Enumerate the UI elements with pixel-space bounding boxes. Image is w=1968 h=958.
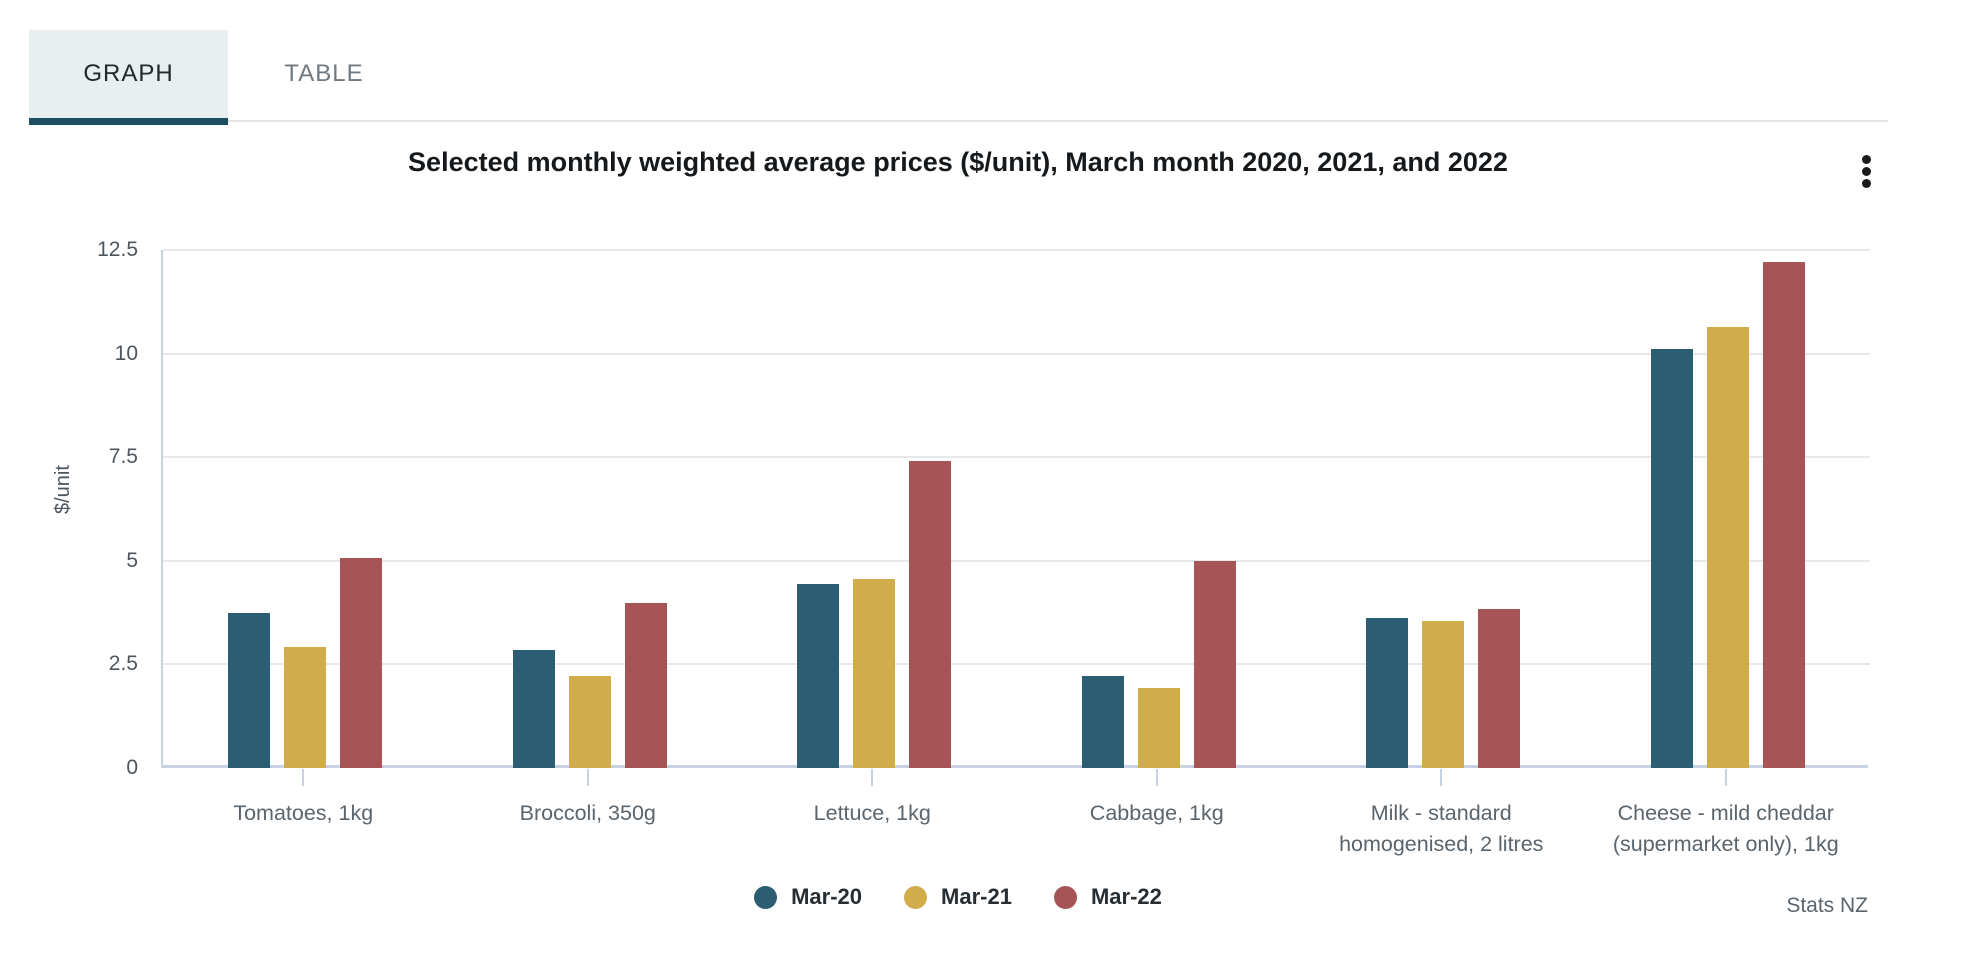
y-tick-label: 0	[126, 756, 138, 779]
legend-item-mar-21[interactable]: Mar-21	[904, 884, 1012, 910]
tab-table-label: TABLE	[284, 60, 364, 87]
bar-mar-22[interactable]	[624, 603, 667, 768]
tab-bar-divider	[228, 120, 1888, 122]
x-category-label: Cabbage, 1kg	[1089, 801, 1224, 825]
x-tick-mark	[871, 769, 874, 786]
x-tick-mark	[1724, 769, 1727, 786]
legend-label: Mar-20	[791, 884, 863, 909]
legend-item-mar-20[interactable]: Mar-20	[754, 884, 862, 910]
gridline	[163, 352, 1870, 355]
bar-mar-22[interactable]	[1478, 608, 1521, 768]
tab-graph-label: GRAPH	[83, 60, 174, 87]
y-tick-label: 7.5	[108, 445, 138, 469]
legend-swatch-icon	[754, 885, 778, 909]
bar-mar-20[interactable]	[512, 649, 555, 768]
kebab-dot	[1861, 178, 1871, 188]
kebab-dot	[1861, 154, 1871, 164]
bar-mar-20[interactable]	[797, 584, 840, 768]
legend-label: Mar-22	[1090, 884, 1162, 909]
bar-group	[448, 250, 733, 768]
bar-group	[1301, 250, 1586, 768]
y-tick-label: 2.5	[108, 652, 138, 676]
bar-mar-22[interactable]	[909, 460, 952, 768]
bar-group	[1586, 250, 1871, 768]
gridline	[163, 249, 1870, 251]
bar-group	[1017, 250, 1302, 768]
x-category-label: Tomatoes, 1kg	[233, 801, 374, 825]
bar-mar-20[interactable]	[228, 612, 271, 768]
bar-mar-21[interactable]	[284, 646, 327, 768]
bar-mar-20[interactable]	[1650, 348, 1693, 768]
bar-mar-21[interactable]	[853, 579, 896, 768]
legend-label: Mar-21	[941, 884, 1012, 909]
bar-mar-22[interactable]	[1762, 261, 1805, 768]
x-tick-mark	[1440, 769, 1443, 786]
gridline	[163, 663, 1870, 666]
bar-group	[732, 250, 1017, 768]
bar-mar-21[interactable]	[568, 676, 611, 768]
plot-area	[161, 249, 1871, 768]
x-category-label: Broccoli, 350g	[519, 801, 656, 825]
kebab-menu-icon[interactable]	[1852, 149, 1880, 193]
y-tick-label: 10	[114, 341, 138, 365]
bar-mar-22[interactable]	[340, 557, 383, 768]
bar-mar-21[interactable]	[1137, 688, 1180, 768]
legend-item-mar-22[interactable]: Mar-22	[1053, 884, 1162, 910]
bar-group	[163, 250, 448, 768]
y-axis-title: $/unit	[52, 465, 74, 515]
source-credit: Stats NZ	[1786, 894, 1868, 917]
gridline	[163, 559, 1870, 562]
tab-graph[interactable]: GRAPH	[29, 30, 228, 125]
x-category-label: Milk - standard homogenised, 2 litres	[1339, 801, 1544, 856]
bar-mar-21[interactable]	[1706, 327, 1749, 768]
tab-bar: GRAPH TABLE	[29, 30, 420, 125]
bar-mar-20[interactable]	[1081, 676, 1124, 768]
x-tick-mark	[586, 769, 589, 786]
tab-table[interactable]: TABLE	[228, 30, 420, 125]
chart-legend: Mar-20 Mar-21 Mar-22	[28, 884, 1888, 910]
gridline	[163, 456, 1870, 459]
x-category-label: Lettuce, 1kg	[813, 801, 931, 825]
y-tick-label: 5	[126, 548, 138, 572]
x-tick-mark	[1155, 769, 1158, 786]
bar-mar-21[interactable]	[1422, 620, 1465, 768]
legend-swatch-icon	[904, 885, 928, 909]
chart-title: Selected monthly weighted average prices…	[408, 147, 1508, 177]
bar-mar-20[interactable]	[1366, 618, 1409, 768]
bar-mar-22[interactable]	[1193, 561, 1236, 768]
x-tick-mark	[302, 769, 305, 786]
kebab-dot	[1861, 166, 1871, 176]
y-tick-label: 12.5	[97, 238, 138, 261]
x-category-label: Cheese - mild cheddar (supermarket only)…	[1612, 801, 1839, 856]
legend-swatch-icon	[1053, 885, 1077, 909]
